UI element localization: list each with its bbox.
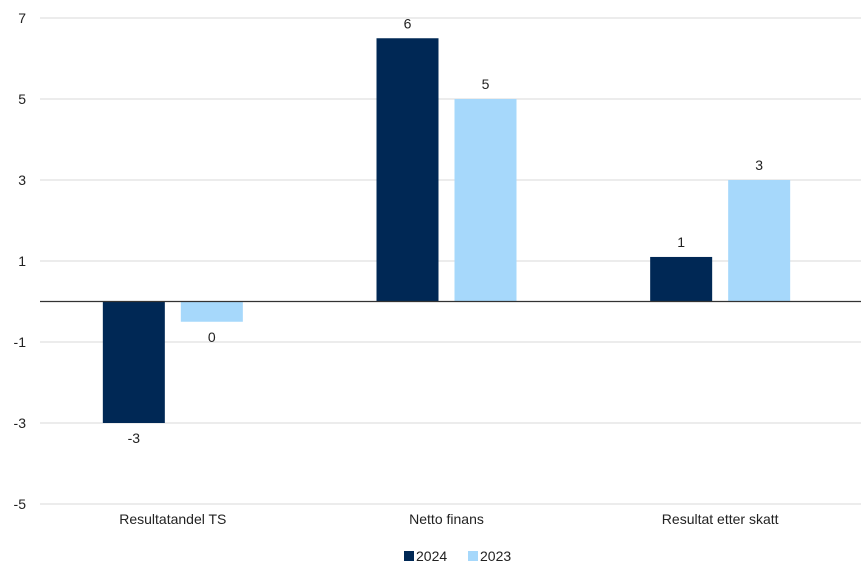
data-labels: -3 0 6 5 1 3	[128, 15, 764, 446]
category-label: Netto finans	[409, 511, 484, 527]
y-tick-label: 3	[18, 172, 26, 188]
legend-swatch-2024	[404, 551, 414, 561]
bar-2024	[102, 301, 165, 423]
data-label: 5	[482, 76, 490, 92]
y-axis-ticks: 7 5 3 1 -1 -3 -5	[14, 10, 27, 512]
legend-label-2024: 2024	[416, 548, 447, 564]
legend-label-2023: 2023	[480, 548, 511, 564]
data-label: 6	[404, 15, 412, 31]
y-tick-label: 7	[18, 10, 26, 26]
data-label: 0	[208, 329, 216, 345]
legend: 2024 2023	[404, 548, 511, 564]
bar-2023	[454, 99, 517, 302]
data-label: 3	[755, 157, 763, 173]
bar-2024	[376, 38, 439, 302]
legend-swatch-2023	[468, 551, 478, 561]
bar-2023	[180, 301, 243, 322]
y-tick-label: -3	[14, 415, 27, 431]
y-tick-label: 5	[18, 91, 26, 107]
data-label: -3	[128, 430, 141, 446]
y-tick-label: 1	[18, 253, 26, 269]
bar-2024	[650, 256, 713, 302]
bar-2023	[728, 180, 791, 302]
y-tick-label: -5	[14, 496, 27, 512]
data-label: 1	[677, 234, 685, 250]
y-tick-label: -1	[14, 334, 27, 350]
gridlines	[40, 17, 861, 505]
category-label: Resultatandel TS	[119, 511, 226, 527]
x-axis-categories: Resultatandel TS Netto finans Resultat ett…	[119, 511, 778, 527]
category-label: Resultat etter skatt	[662, 511, 779, 527]
bars	[102, 38, 791, 423]
